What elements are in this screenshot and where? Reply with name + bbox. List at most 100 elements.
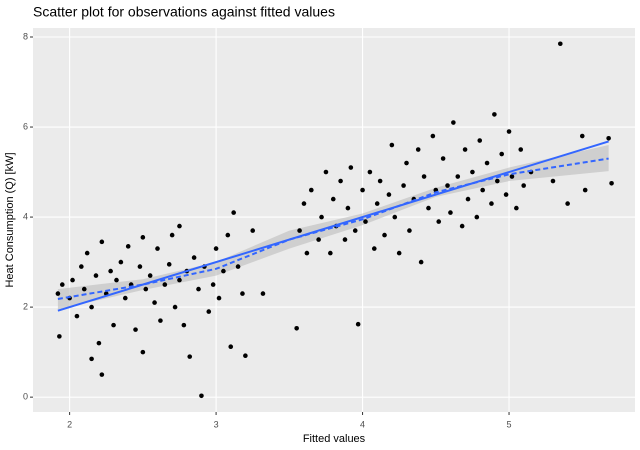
point xyxy=(155,246,160,251)
smooth-line xyxy=(57,157,609,300)
point xyxy=(74,313,80,319)
point xyxy=(99,372,105,377)
point xyxy=(415,147,421,152)
y-tick-label: 6 xyxy=(23,121,28,131)
point xyxy=(93,273,99,278)
point xyxy=(316,237,321,242)
point xyxy=(89,304,94,310)
point xyxy=(111,322,116,328)
point xyxy=(582,187,588,193)
point xyxy=(448,210,453,215)
point xyxy=(162,282,168,287)
point xyxy=(81,286,87,292)
point xyxy=(323,169,329,175)
point xyxy=(221,268,226,274)
point xyxy=(225,232,231,238)
point xyxy=(495,178,500,184)
point xyxy=(114,277,119,283)
point xyxy=(140,235,146,240)
point xyxy=(169,232,175,238)
point xyxy=(294,325,299,331)
point xyxy=(492,112,497,117)
point xyxy=(426,205,431,211)
point xyxy=(196,286,201,292)
point xyxy=(480,187,485,193)
point xyxy=(609,181,614,186)
point xyxy=(79,264,84,269)
point xyxy=(451,120,456,125)
point xyxy=(345,205,351,211)
point xyxy=(489,201,494,206)
point xyxy=(243,353,248,359)
fit-line xyxy=(57,140,609,312)
point xyxy=(455,174,461,179)
point xyxy=(235,264,241,269)
point xyxy=(133,327,138,332)
point xyxy=(521,183,526,188)
point xyxy=(606,135,611,141)
point xyxy=(143,286,149,292)
point xyxy=(260,291,266,296)
point xyxy=(328,250,333,256)
point xyxy=(363,219,368,224)
point xyxy=(514,205,519,211)
point xyxy=(518,147,524,152)
point xyxy=(367,169,373,175)
point xyxy=(118,259,124,265)
point xyxy=(125,244,131,249)
point xyxy=(137,264,143,269)
point xyxy=(191,255,197,260)
chart-title: Scatter plot for observations against fi… xyxy=(33,4,335,20)
point xyxy=(377,178,383,184)
point xyxy=(199,393,204,399)
point xyxy=(181,322,187,328)
y-tick-label: 4 xyxy=(23,211,28,221)
point xyxy=(462,147,468,152)
point xyxy=(108,268,113,274)
panel xyxy=(33,28,635,412)
point xyxy=(147,273,153,278)
x-tick-label: 3 xyxy=(214,419,219,429)
point xyxy=(172,304,178,310)
point xyxy=(484,160,490,166)
point xyxy=(152,300,157,305)
point xyxy=(348,165,354,170)
point xyxy=(89,356,94,362)
x-axis-title: Fitted values xyxy=(303,433,366,445)
point xyxy=(421,174,427,179)
point xyxy=(122,295,128,301)
point xyxy=(213,246,219,251)
point xyxy=(440,156,446,161)
point xyxy=(396,250,402,256)
point xyxy=(401,183,406,188)
point xyxy=(297,228,302,233)
point xyxy=(565,201,570,206)
point xyxy=(216,295,222,301)
point xyxy=(177,277,182,283)
point xyxy=(55,291,61,296)
point xyxy=(404,160,409,166)
y-tick-label: 8 xyxy=(23,31,28,41)
point xyxy=(338,178,343,184)
x-tick-label: 2 xyxy=(67,419,72,429)
point xyxy=(509,174,515,179)
y-tick-label: 2 xyxy=(23,301,28,311)
point xyxy=(392,214,398,220)
point xyxy=(228,344,234,350)
point xyxy=(465,196,471,202)
point xyxy=(459,223,465,229)
point xyxy=(158,318,163,323)
point xyxy=(250,228,256,233)
point xyxy=(96,340,102,346)
point xyxy=(304,250,310,256)
point xyxy=(407,228,412,233)
point xyxy=(389,142,395,148)
point xyxy=(210,282,216,287)
point xyxy=(330,196,336,202)
point xyxy=(436,219,442,224)
point xyxy=(319,214,324,220)
point xyxy=(474,214,480,220)
point xyxy=(374,201,380,206)
point xyxy=(177,223,182,229)
